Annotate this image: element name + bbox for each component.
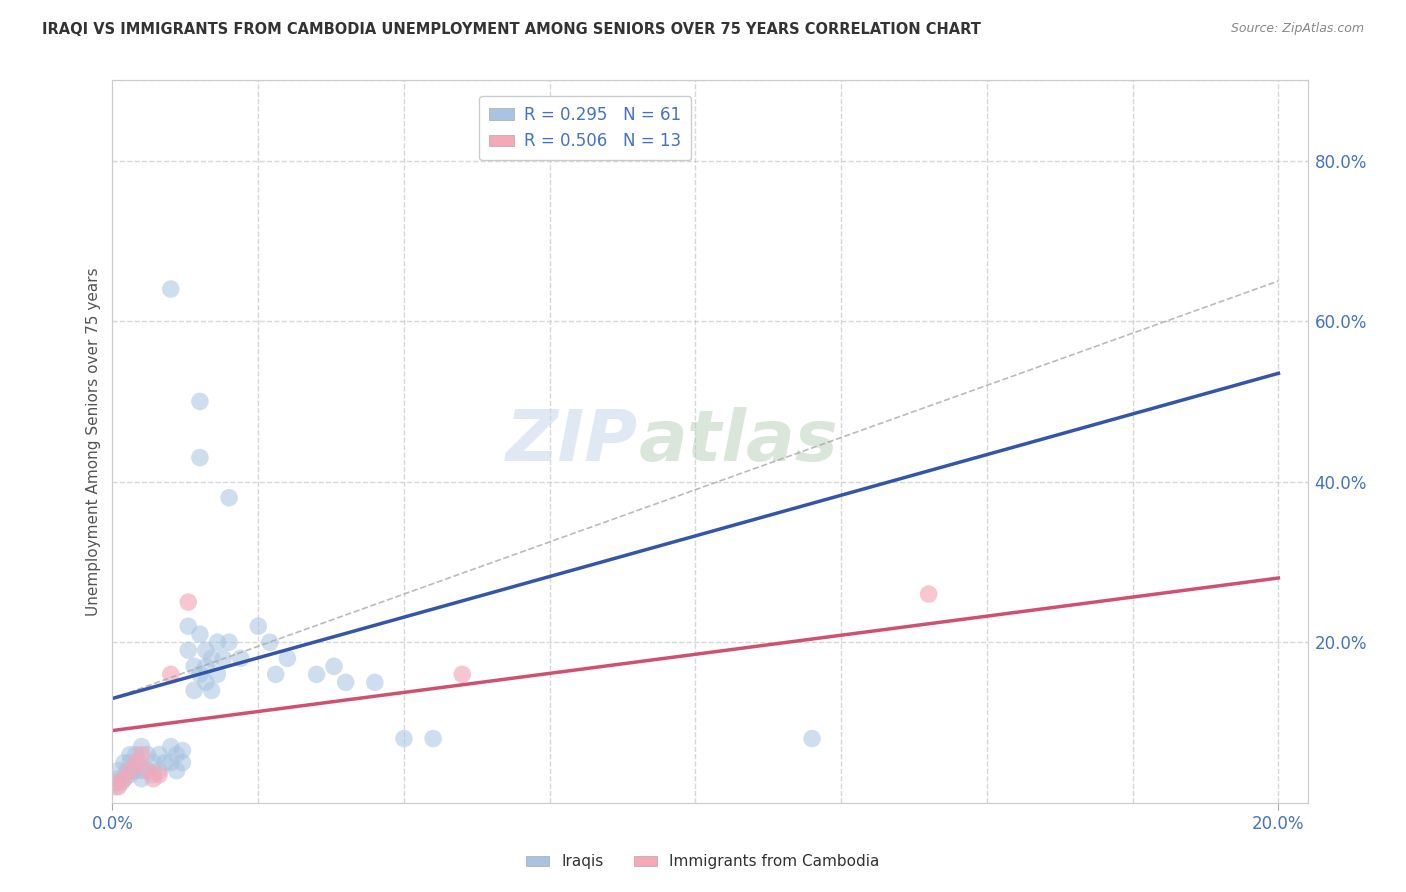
Text: atlas: atlas (638, 407, 838, 476)
Point (159, 282, 181, 296)
Point (335, 675, 357, 690)
Point (115, 764, 138, 778)
Point (451, 667, 474, 681)
Point (194, 659, 217, 673)
Point (194, 643, 217, 657)
Point (801, 731, 824, 746)
Point (118, 764, 141, 778)
Point (148, 767, 170, 781)
Point (200, 651, 222, 665)
Point (218, 635, 240, 649)
Point (136, 747, 159, 762)
Point (207, 635, 229, 649)
Point (107, 780, 129, 794)
Point (112, 772, 135, 786)
Point (118, 756, 141, 770)
Point (194, 675, 217, 690)
Point (118, 767, 141, 781)
Point (364, 675, 387, 690)
Point (142, 767, 165, 781)
Point (153, 756, 176, 770)
Point (188, 394, 211, 409)
Point (125, 756, 148, 770)
Point (392, 731, 415, 746)
Point (305, 667, 328, 681)
Point (218, 491, 240, 505)
Text: Source: ZipAtlas.com: Source: ZipAtlas.com (1230, 22, 1364, 36)
Point (212, 651, 235, 665)
Point (136, 764, 159, 778)
Legend: R = 0.295   N = 61, R = 0.506   N = 13: R = 0.295 N = 61, R = 0.506 N = 13 (479, 95, 692, 161)
Text: ZIP: ZIP (506, 407, 638, 476)
Point (136, 764, 159, 778)
Point (107, 772, 129, 786)
Point (183, 659, 205, 673)
Point (264, 667, 287, 681)
Point (917, 587, 939, 601)
Point (188, 667, 211, 681)
Point (112, 772, 135, 786)
Point (166, 764, 188, 778)
Point (247, 619, 270, 633)
Point (159, 756, 181, 770)
Point (259, 635, 281, 649)
Point (172, 756, 194, 770)
Point (110, 776, 132, 790)
Text: IRAQI VS IMMIGRANTS FROM CAMBODIA UNEMPLOYMENT AMONG SENIORS OVER 75 YEARS CORRE: IRAQI VS IMMIGRANTS FROM CAMBODIA UNEMPL… (42, 22, 981, 37)
Point (118, 747, 141, 762)
Point (276, 651, 298, 665)
Point (125, 764, 148, 778)
Point (177, 619, 200, 633)
Point (104, 780, 127, 794)
Point (131, 747, 153, 762)
Point (104, 776, 127, 790)
Point (122, 764, 145, 778)
Point (166, 747, 188, 762)
Point (131, 772, 153, 786)
Y-axis label: Unemployment Among Seniors over 75 years: Unemployment Among Seniors over 75 years (86, 268, 101, 615)
Point (323, 659, 346, 673)
Point (200, 683, 222, 698)
Point (172, 744, 194, 758)
Point (131, 764, 153, 778)
Point (159, 667, 181, 681)
Point (177, 595, 200, 609)
Point (229, 651, 252, 665)
Point (177, 643, 200, 657)
Point (148, 747, 170, 762)
Point (148, 764, 170, 778)
Point (142, 756, 165, 770)
Point (131, 739, 153, 754)
Point (107, 764, 129, 778)
Point (188, 450, 211, 465)
Point (128, 756, 150, 770)
Legend: Iraqis, Immigrants from Cambodia: Iraqis, Immigrants from Cambodia (520, 848, 886, 875)
Point (188, 627, 211, 641)
Point (207, 667, 229, 681)
Point (142, 772, 165, 786)
Point (159, 739, 181, 754)
Point (422, 731, 444, 746)
Point (183, 683, 205, 698)
Point (125, 747, 148, 762)
Point (112, 756, 135, 770)
